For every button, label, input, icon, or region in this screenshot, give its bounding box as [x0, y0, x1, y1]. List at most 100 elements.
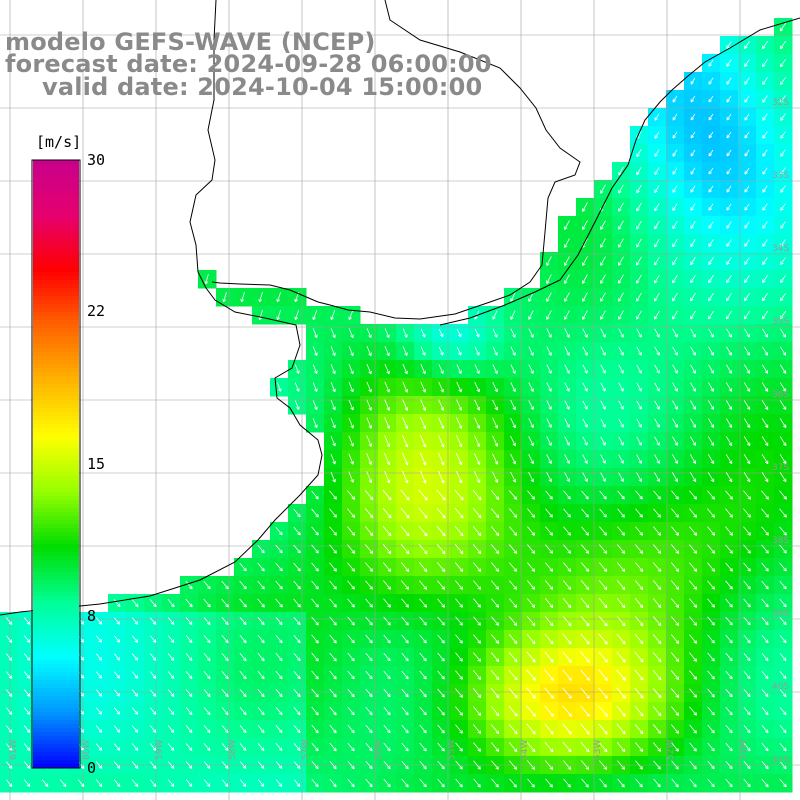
wind-arrow [203, 743, 211, 751]
wind-arrow [580, 580, 590, 590]
wind-arrow [672, 328, 678, 338]
wind-arrow [690, 328, 696, 338]
wind-arrow [455, 778, 463, 788]
colorbar-band [33, 640, 79, 645]
lat-label: 33S [772, 171, 789, 181]
wind-arrow [508, 634, 518, 645]
lon-label: 59W [155, 740, 165, 760]
colorbar-band [33, 212, 79, 217]
wind-arrow [382, 507, 392, 519]
coastline [0, 0, 800, 616]
wind-arrow [689, 562, 698, 572]
wind-arrow [670, 652, 680, 662]
wind-arrow [167, 779, 175, 787]
wind-arrow [636, 418, 642, 428]
wind-arrow [419, 688, 427, 698]
wind-arrow [382, 562, 392, 572]
wind-arrow [761, 472, 769, 483]
wind-arrow [708, 59, 714, 67]
wind-arrow [275, 652, 283, 662]
wind-arrow [708, 310, 714, 320]
wind-arrow [725, 688, 733, 698]
wind-arrow [779, 526, 787, 536]
wind-arrow [634, 562, 644, 572]
wind-arrow [564, 274, 570, 284]
wind-arrow [689, 472, 697, 483]
wind-arrow [564, 238, 570, 248]
wind-arrow [707, 598, 715, 608]
colorbar-band [33, 384, 79, 389]
wind-arrow [456, 381, 462, 393]
wind-arrow [348, 453, 354, 465]
wind-arrow [599, 508, 607, 518]
wind-arrow [743, 580, 751, 590]
wind-arrow [23, 671, 31, 679]
wind-arrow [708, 239, 714, 247]
wind-arrow [383, 760, 391, 770]
wind-arrow [437, 634, 445, 644]
wind-arrow [311, 616, 319, 626]
wind-arrow [23, 617, 31, 625]
wind-arrow [438, 346, 444, 356]
wind-arrow [131, 761, 139, 769]
wind-arrow [580, 615, 590, 627]
wind-arrow [293, 779, 301, 787]
wind-arrow [275, 779, 283, 787]
wind-arrow [473, 471, 481, 483]
wind-arrow [672, 472, 679, 482]
wind-arrow [654, 238, 660, 248]
wind-arrow [455, 652, 463, 662]
model-title: modelo GEFS-WAVE (NCEP) [5, 28, 376, 56]
wind-arrow [365, 742, 373, 752]
wind-arrow [293, 616, 301, 626]
wind-arrow [438, 381, 444, 393]
wind-arrow [437, 598, 445, 608]
wind-arrow [528, 436, 534, 447]
lon-label: 57W [301, 740, 311, 760]
wind-arrow [23, 725, 31, 733]
wind-arrow [312, 382, 318, 392]
wind-arrow [725, 616, 733, 626]
wind-arrow [418, 562, 428, 572]
wind-arrow [329, 670, 337, 680]
wind-arrow [743, 400, 751, 410]
colorbar-band [33, 368, 79, 373]
wind-arrow [366, 381, 372, 393]
wind-arrow [240, 291, 245, 303]
wind-arrow [455, 598, 463, 608]
wind-arrow [690, 418, 696, 428]
wind-arrow [366, 328, 372, 339]
wind-arrow [689, 526, 698, 536]
wind-arrow [726, 328, 732, 338]
wind-arrow [401, 706, 409, 716]
colorbar-band [33, 172, 79, 177]
wind-arrow [491, 760, 499, 770]
wind-arrow [383, 652, 391, 662]
colorbar-band [33, 168, 79, 173]
wind-arrow [744, 167, 750, 175]
wind-arrow [618, 436, 624, 446]
colorbar-band [33, 716, 79, 721]
wind-arrow [726, 95, 732, 103]
colorbar-band [33, 528, 79, 533]
wind-arrow [185, 653, 193, 661]
wind-arrow [5, 707, 13, 715]
wind-arrow [780, 203, 786, 211]
colorbar-band [33, 752, 79, 757]
wind-arrow [384, 452, 391, 466]
wind-arrow [546, 400, 552, 410]
colorbar-tick: 30 [87, 151, 106, 169]
wind-arrow [59, 779, 67, 787]
wind-arrow [492, 364, 498, 374]
wind-arrow [780, 221, 786, 229]
wind-arrow [528, 346, 534, 356]
wind-arrow [491, 616, 500, 626]
wind-arrow [726, 113, 732, 121]
colorbar-band [33, 464, 79, 469]
wind-arrow [348, 435, 354, 447]
wind-arrow [636, 400, 642, 410]
wind-arrow [509, 490, 518, 500]
colorbar-band [33, 740, 79, 745]
wind-arrow [564, 454, 570, 464]
wind-arrow [419, 652, 427, 662]
